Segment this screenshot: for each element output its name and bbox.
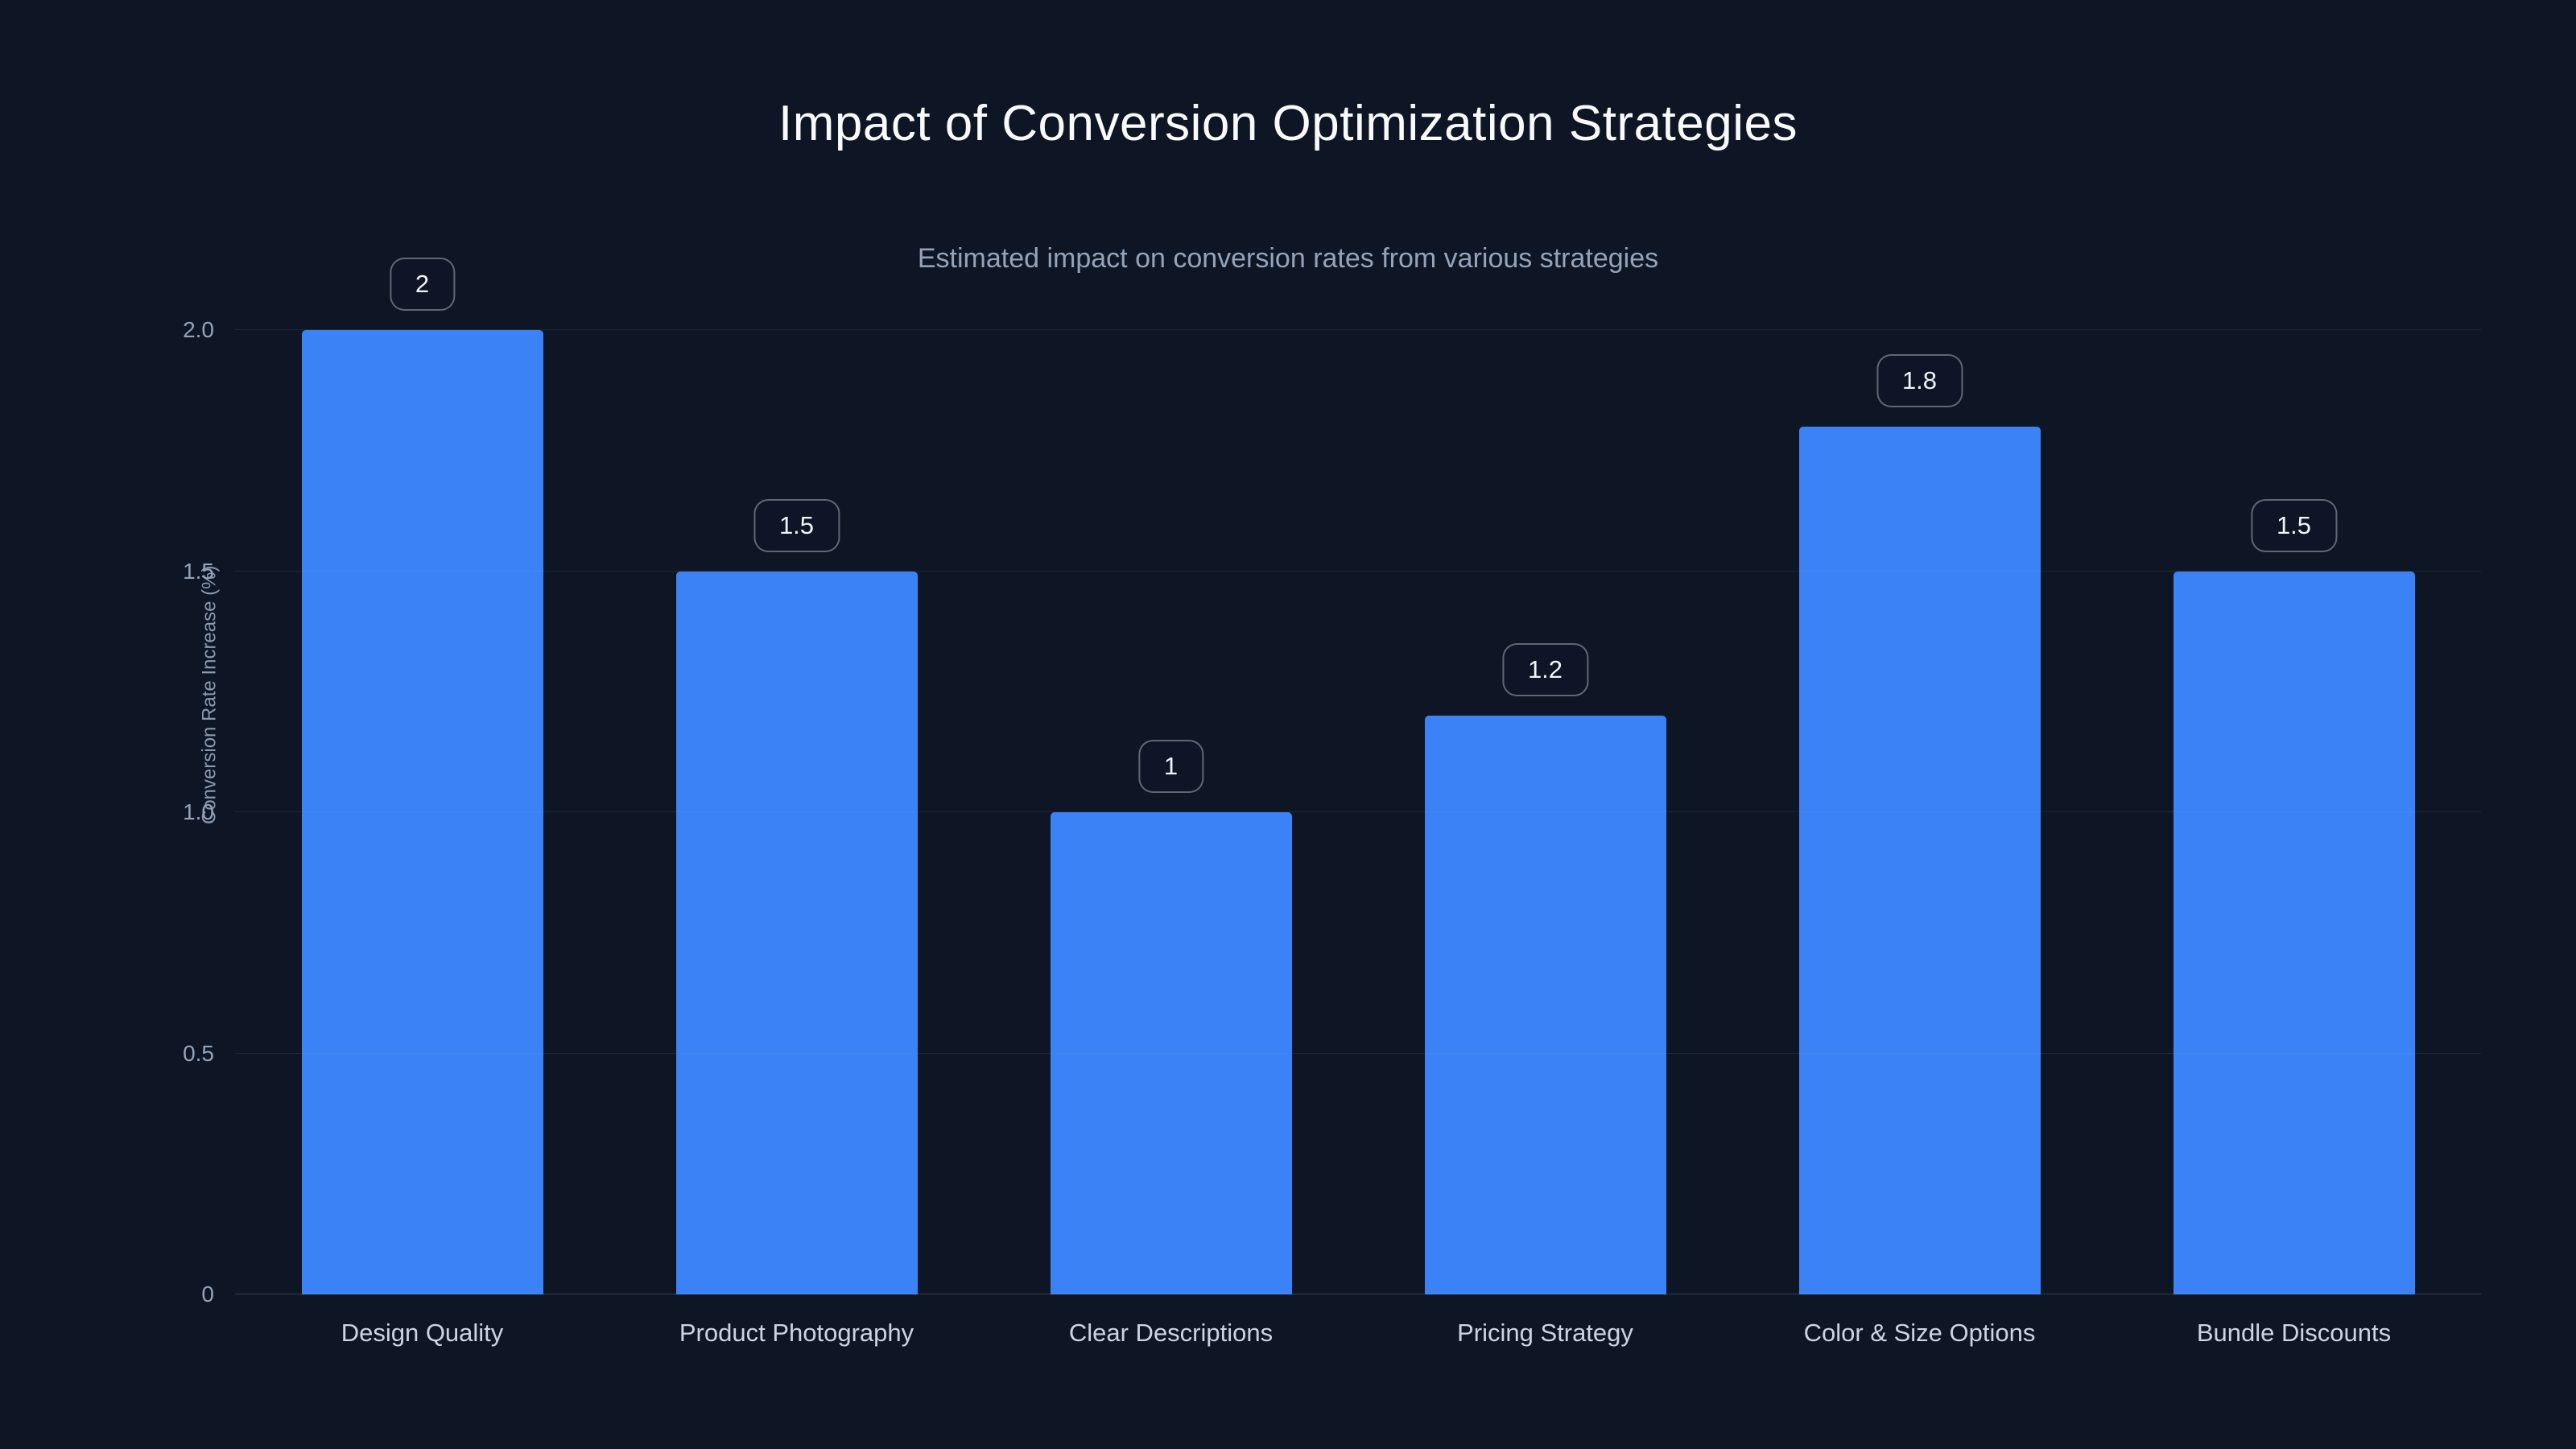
bar[interactable] bbox=[301, 330, 543, 1294]
category-label: Clear Descriptions bbox=[1068, 1319, 1274, 1347]
bars-row: 2 Design Quality 1.5 Product Photography 1 Cl… bbox=[235, 258, 2481, 1347]
bar-slot: 1.8 Color & Size Options bbox=[1732, 330, 2107, 1347]
y-axis-title: Conversion Rate Increase (%) bbox=[198, 565, 221, 824]
y-tick-label: 0.5 bbox=[183, 1040, 214, 1066]
gridline bbox=[235, 329, 2481, 330]
bar-slot: 2 Design Quality bbox=[235, 258, 609, 1347]
gridline bbox=[235, 570, 2481, 572]
value-badge: 2 bbox=[389, 258, 456, 311]
category-label: Color & Size Options bbox=[1803, 1319, 2036, 1347]
bar[interactable] bbox=[1424, 716, 1666, 1294]
y-tick-label: 0 bbox=[201, 1282, 214, 1307]
value-badge: 1.5 bbox=[2250, 498, 2338, 552]
value-badge: 1.8 bbox=[1876, 353, 1963, 407]
bar[interactable] bbox=[2173, 571, 2415, 1294]
value-badge: 1.2 bbox=[1501, 643, 1589, 697]
bar-slot: 1.2 Pricing Strategy bbox=[1358, 330, 1732, 1347]
bar[interactable] bbox=[675, 571, 918, 1294]
bar-slot: 1 Clear Descriptions bbox=[984, 330, 1358, 1347]
bar[interactable] bbox=[1050, 812, 1292, 1294]
chart-subtitle: Estimated impact on conversion rates fro… bbox=[917, 243, 1659, 274]
category-label: Design Quality bbox=[341, 1319, 504, 1347]
gridline bbox=[235, 811, 2481, 812]
plot-area: 2 Design Quality 1.5 Product Photography 1 Cl… bbox=[183, 258, 2481, 1347]
bar-slot: 1.5 Product Photography bbox=[609, 330, 984, 1347]
category-label: Bundle Discounts bbox=[2196, 1319, 2392, 1347]
bar[interactable] bbox=[1798, 426, 2041, 1294]
value-badge: 1 bbox=[1137, 740, 1204, 793]
y-tick-label: 2.0 bbox=[183, 317, 214, 342]
y-tick-label: 1.5 bbox=[183, 558, 214, 584]
chart-title: Impact of Conversion Optimization Strate… bbox=[778, 96, 1798, 151]
gridline bbox=[235, 1052, 2481, 1054]
value-badge: 1.5 bbox=[753, 498, 840, 552]
category-label: Pricing Strategy bbox=[1457, 1319, 1633, 1347]
category-label: Product Photography bbox=[679, 1319, 914, 1347]
y-tick-label: 1.0 bbox=[183, 799, 214, 824]
bar-slot: 1.5 Bundle Discounts bbox=[2107, 330, 2481, 1347]
